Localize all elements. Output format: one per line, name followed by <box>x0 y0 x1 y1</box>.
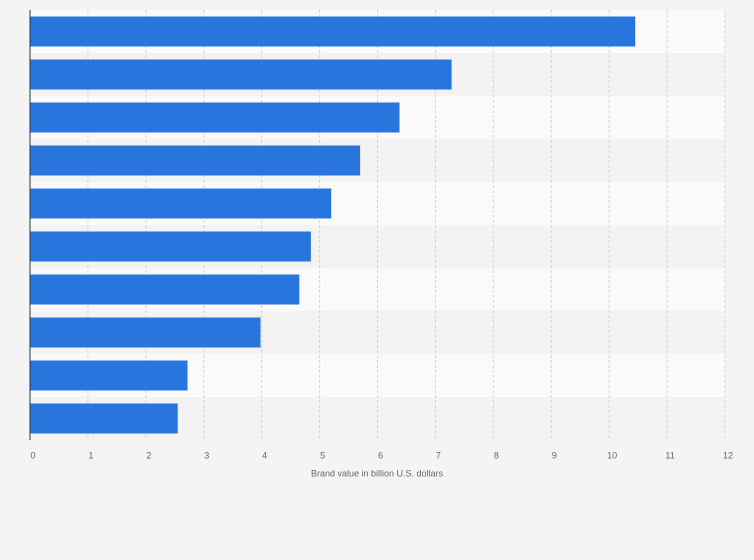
bar <box>30 145 361 176</box>
x-tick-label: 10 <box>607 450 617 460</box>
bar <box>30 16 636 47</box>
bar <box>30 59 452 90</box>
bar <box>30 188 332 219</box>
x-tick-label: 5 <box>320 450 325 460</box>
x-tick-label: 8 <box>494 450 499 460</box>
bar <box>30 317 261 348</box>
x-axis-label: Brand value in billion U.S. dollars <box>311 468 444 478</box>
bar <box>30 231 311 262</box>
x-tick-label: 4 <box>262 450 267 460</box>
x-tick-label: 11 <box>665 450 674 460</box>
x-tick-label: 9 <box>552 450 557 460</box>
bar <box>30 274 300 305</box>
bar <box>30 403 178 434</box>
x-tick-label: 12 <box>723 450 733 460</box>
bar <box>30 102 400 133</box>
x-tick-label: 2 <box>146 450 151 460</box>
x-tick-label: 1 <box>88 450 93 460</box>
x-tick-label: 7 <box>436 450 441 460</box>
x-tick-label: 0 <box>30 450 35 460</box>
x-tick-label: 6 <box>378 450 383 460</box>
bar <box>30 360 188 391</box>
x-tick-label: 3 <box>204 450 209 460</box>
